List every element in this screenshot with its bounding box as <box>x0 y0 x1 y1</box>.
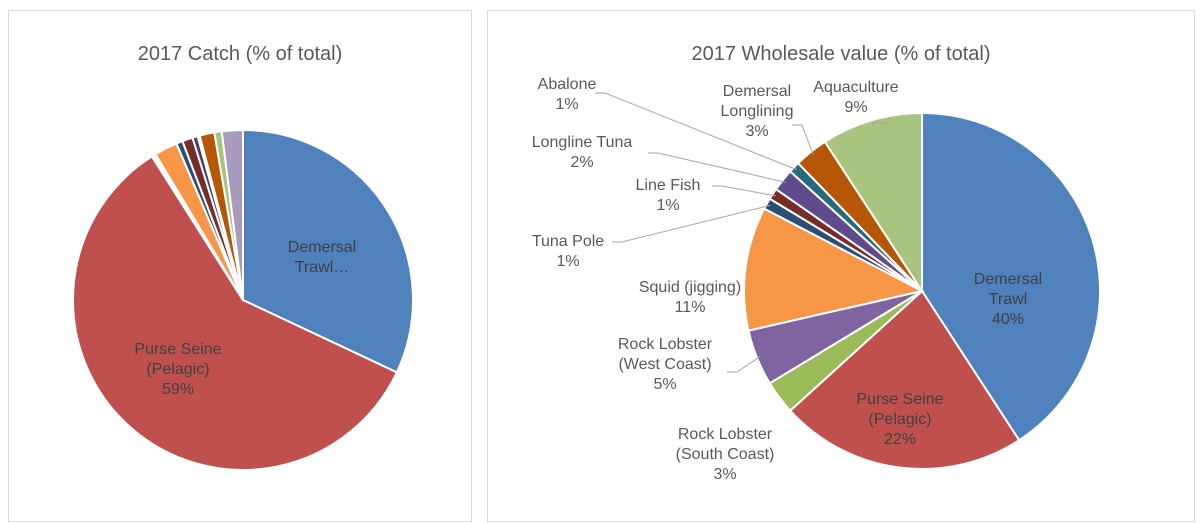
data-label: Line Fish 1% <box>618 176 718 216</box>
data-label: Longline Tuna 2% <box>507 133 657 173</box>
value-label: 3% <box>713 466 737 483</box>
value-label: 22% <box>883 431 917 448</box>
category-label: Line Fish <box>635 177 701 194</box>
value-label: 40% <box>991 311 1025 328</box>
value-label: 1% <box>656 197 680 214</box>
value-label: 2% <box>570 154 594 171</box>
data-label: Demersal Trawl… <box>282 238 362 278</box>
data-label: Purse Seine (Pelagic) 59% <box>123 340 233 400</box>
data-label: Rock Lobster (West Coast) 5% <box>605 335 725 395</box>
category-label: Demersal Trawl <box>973 271 1043 308</box>
category-label: Longline Tuna <box>531 134 633 151</box>
category-label: Abalone <box>537 76 597 93</box>
chart-title: 2017 Catch (% of total) <box>137 43 343 65</box>
leader-line <box>727 356 761 373</box>
category-label: Purse Seine (Pelagic) <box>856 391 944 428</box>
category-label: Purse Seine (Pelagic) <box>134 341 222 378</box>
leader-line <box>872 122 888 125</box>
leader-line <box>792 124 814 155</box>
category-label: Squid (jigging) <box>638 279 742 296</box>
category-label: Aquaculture <box>813 79 899 96</box>
pie-slice <box>823 111 923 295</box>
value-label: 9% <box>844 99 868 116</box>
leader-line <box>648 152 786 183</box>
data-label: Abalone 1% <box>527 75 607 115</box>
category-label: Rock Lobster (West Coast) <box>617 336 713 373</box>
pie-slice <box>242 128 414 374</box>
data-label: Squid (jigging) 11% <box>620 278 760 318</box>
pie-slice <box>788 289 1021 470</box>
category-label: Tuna Pole <box>531 233 605 250</box>
leader-line <box>595 92 797 171</box>
value-label: 3% <box>745 123 769 140</box>
pie-slice <box>72 155 399 471</box>
category-label: Rock Lobster (South Coast) <box>675 426 775 463</box>
pie-slice <box>743 207 925 332</box>
panel: 2017 Catch (% of total) <box>8 10 472 522</box>
data-label: Demersal Longlining 3% <box>712 82 802 142</box>
data-label: Demersal Trawl 40% <box>968 270 1048 330</box>
value-label: 1% <box>555 96 579 113</box>
category-label: Demersal Longlining <box>720 83 794 120</box>
value-label: 1% <box>556 253 580 270</box>
value-label: 11% <box>674 299 706 316</box>
panel: 2017 Wholesale value (% of total) <box>487 10 1195 522</box>
data-label: Rock Lobster (South Coast) 3% <box>665 425 785 485</box>
leader-line <box>712 185 776 197</box>
pie-slice <box>220 128 244 301</box>
category-label: Demersal Trawl… <box>287 239 357 276</box>
data-label: Tuna Pole 1% <box>518 232 618 272</box>
value-label: 59% <box>161 381 195 398</box>
chart-title: 2017 Wholesale value (% of total) <box>691 43 991 65</box>
data-label: Purse Seine (Pelagic) 22% <box>845 390 955 450</box>
leader-line <box>612 204 771 243</box>
value-label: 5% <box>653 376 677 393</box>
data-label: Aquaculture 9% <box>806 78 906 118</box>
